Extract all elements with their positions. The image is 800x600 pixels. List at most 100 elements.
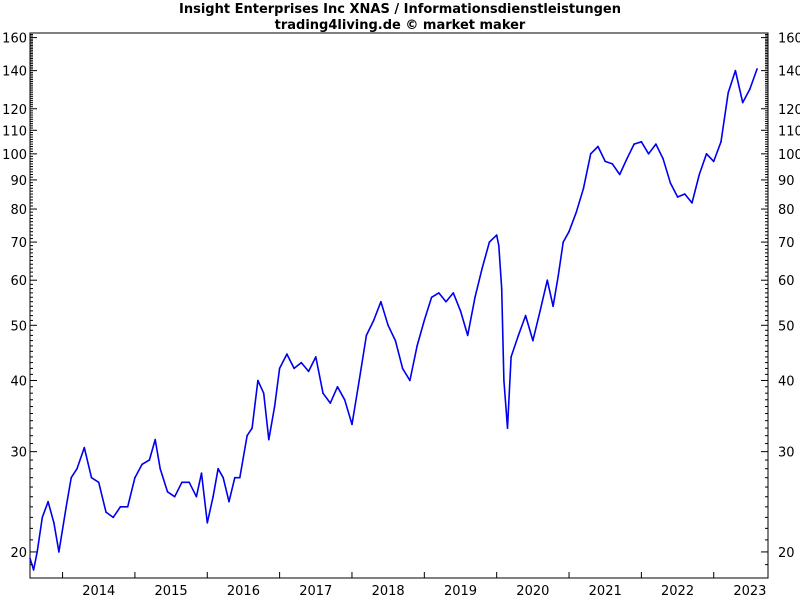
data-point [557,275,559,277]
data-point [141,463,143,466]
data-point [65,506,67,508]
data-point [546,279,549,282]
data-point [195,495,198,498]
data-point [212,495,214,498]
x-tick-label: 2016 [227,584,260,599]
data-point [474,296,476,299]
data-point [322,392,324,395]
y-tick-label-right: 100 [778,148,800,163]
y-tick-label-left: 30 [10,446,27,461]
data-point [315,356,317,358]
data-point [173,495,176,498]
data-point [575,211,578,213]
data-point [206,522,209,524]
data-point [58,551,60,553]
data-point [329,402,332,404]
data-point [380,300,382,303]
x-axis: 2014 2015 2016 2017 2018 2019 2020 2021 2022 2023 [62,572,766,599]
data-point [154,438,156,441]
data-point [159,467,161,470]
y-tick-label-left: 90 [10,174,27,189]
data-point [506,427,509,429]
y-tick-label-left: 80 [10,203,27,218]
data-point [90,476,93,479]
x-tick-label: 2020 [516,584,549,599]
data-point [181,481,183,484]
data-point [640,141,643,143]
chart-title: Insight Enterprises Inc XNAS / Informati… [179,2,621,17]
data-point [188,481,190,484]
y-tick-label-left: 140 [2,65,27,80]
data-point [234,476,236,479]
x-tick-label: 2023 [733,584,766,599]
data-point [32,569,35,571]
data-point [676,196,679,198]
x-tick-label: 2021 [589,584,622,599]
data-point [222,476,224,479]
data-point [684,193,686,195]
price-line [29,68,758,571]
data-point [452,292,455,294]
data-point [618,173,621,176]
data-point [307,370,310,373]
y-tick-label-right: 110 [778,124,800,139]
y-tick-label-right: 120 [778,103,800,118]
data-point [97,481,100,484]
y-tick-label-left: 70 [10,236,27,251]
y-tick-label-left: 160 [2,32,27,47]
x-tick-label: 2022 [661,584,694,599]
y-tick-label-left: 100 [2,148,27,163]
data-point [286,353,288,355]
data-point [262,392,265,395]
data-point [423,319,426,322]
data-point [76,467,78,470]
data-point [510,356,512,358]
data-point [430,296,433,299]
data-point [105,511,107,513]
data-point [562,241,564,243]
data-point [387,324,389,327]
data-point [166,491,169,493]
data-point [633,143,635,145]
data-point [756,68,758,70]
data-point [517,334,520,337]
data-point [459,310,462,312]
data-point [589,153,592,155]
data-point [36,551,38,553]
data-point [582,187,585,190]
data-point [524,314,527,317]
data-point [70,476,72,479]
y-tick-label-left: 110 [2,124,27,139]
data-point [148,459,151,461]
y-axis: 20 20 30 30 40 40 50 50 60 60 70 70 80 80 90 90 100 100 11… [2,32,800,579]
data-point [734,69,737,72]
data-point [503,379,505,382]
data-point [41,516,44,519]
y-tick-label-left: 20 [10,546,27,561]
data-point [401,367,404,370]
data-point [246,434,248,437]
x-tick-label: 2017 [299,584,332,599]
data-point [669,181,672,184]
data-point [749,88,751,90]
data-point [336,386,339,388]
data-point [251,427,253,429]
data-point [257,379,259,382]
data-point [662,158,664,160]
data-point [720,141,722,143]
data-point [416,345,418,347]
x-tick-label: 2018 [372,584,405,599]
data-point [727,92,729,94]
data-point [239,476,241,479]
y-tick-label-right: 70 [778,236,795,251]
y-tick-label-left: 40 [10,374,27,389]
data-point [119,506,122,508]
data-point [200,472,203,475]
data-point [351,423,353,426]
data-point [498,244,500,247]
data-point [698,173,701,176]
data-point [712,160,715,163]
data-points [29,68,758,571]
data-point [217,467,219,470]
